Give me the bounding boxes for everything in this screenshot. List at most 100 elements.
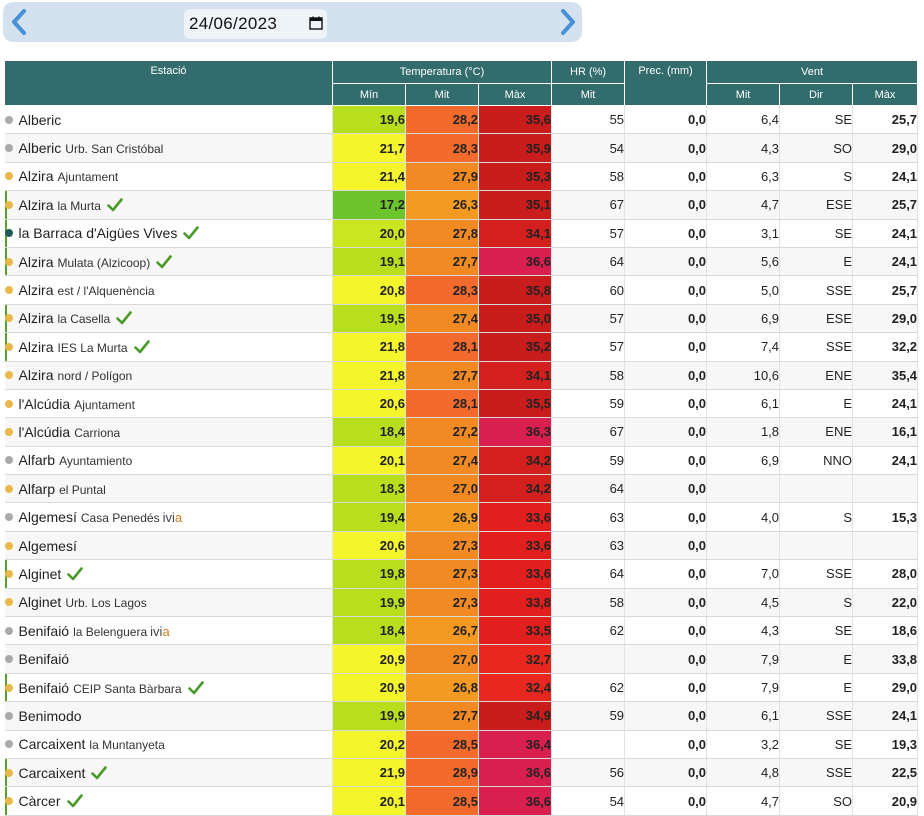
table-row[interactable]: Algemesí Casa Penedés ivia 19,4 26,9 33,6 63 0,…: [4, 502, 919, 532]
station-name[interactable]: Benifaió: [18, 651, 70, 668]
station-cell[interactable]: Alzira IES La Murta: [4, 332, 333, 362]
header-station[interactable]: Estació: [4, 60, 333, 106]
station-cell[interactable]: Alfarp el Puntal: [4, 474, 333, 504]
station-name[interactable]: Alberic: [18, 140, 62, 157]
station-name[interactable]: Alzira: [18, 253, 54, 270]
station-cell[interactable]: la Barraca d'Aigües Vives: [4, 219, 333, 248]
station-cell[interactable]: l'Alcúdia Carriona: [4, 417, 333, 447]
table-row[interactable]: Benifaió la Belenguera ivia 18,4 26,7 33,5 62 0…: [4, 616, 919, 646]
station-cell[interactable]: Alzira la Murta: [4, 190, 333, 220]
station-cell[interactable]: Alzira la Casella: [4, 304, 333, 334]
station-name[interactable]: Alberic: [18, 111, 62, 128]
station-cell[interactable]: Benimodo: [4, 701, 333, 731]
station-cell[interactable]: Alzira nord / Polígon: [4, 361, 333, 390]
table-row[interactable]: Carcaixent la Muntanyeta 20,2 28,5 36,4 0,0 3,…: [4, 730, 919, 759]
table-row[interactable]: Alzira nord / Polígon 21,8 27,7 34,1 58 0,0 10,…: [4, 361, 919, 390]
humidity-cell: 64: [551, 247, 626, 277]
station-cell[interactable]: Algemesí Casa Penedés ivia: [4, 502, 333, 532]
station-name[interactable]: Alfarb: [18, 452, 56, 469]
table-row[interactable]: Alzira Ajuntament 21,4 27,9 35,3 58 0,0 6,3 S 24,…: [4, 162, 919, 192]
station-subname: la Murta: [57, 198, 101, 213]
station-cell[interactable]: Alberic: [4, 105, 333, 135]
station-cell[interactable]: Benifaió la Belenguera ivia: [4, 616, 333, 646]
wind-max-cell: 32,2: [852, 332, 919, 362]
table-row[interactable]: Alzira est / l'Alquenència 20,8 28,3 35,8 60 0…: [4, 275, 919, 305]
station-name[interactable]: Alzira: [18, 367, 54, 384]
table-row[interactable]: Algemesí 20,6 27,3 33,6 63 0,0: [4, 531, 919, 561]
table-row[interactable]: Alzira la Casella 19,5 27,4 35,0 57 0,0 6,9 ESE 2…: [4, 304, 919, 334]
station-name[interactable]: Alzira: [18, 282, 54, 299]
table-row[interactable]: l'Alcúdia Carriona 18,4 27,2 36,3 67 0,0 1,8 ENE…: [4, 417, 919, 447]
station-cell[interactable]: Càrcer: [4, 786, 333, 816]
table-row[interactable]: Càrcer 20,1 28,5 36,6 54 0,0 4,7 SO 20,9: [4, 786, 919, 816]
header-temp-mit[interactable]: Mit: [405, 83, 479, 106]
station-cell[interactable]: Benifaió: [4, 644, 333, 674]
header-temp-max[interactable]: Màx: [477, 83, 553, 106]
table-row[interactable]: l'Alcúdia Ajuntament 20,6 28,1 35,5 59 0,0 6,1 E…: [4, 389, 919, 419]
station-cell[interactable]: Carcaixent la Muntanyeta: [4, 730, 333, 759]
station-name[interactable]: la Barraca d'Aigües Vives: [18, 225, 178, 242]
station-name[interactable]: Alginet: [18, 565, 62, 582]
station-cell[interactable]: Alzira Mulata (Alzicoop): [4, 247, 333, 277]
temp-mit-cell: 28,5: [405, 730, 479, 759]
previous-day-button[interactable]: [5, 5, 33, 39]
station-name[interactable]: Càrcer: [18, 793, 61, 810]
station-cell[interactable]: Alfarb Ayuntamiento: [4, 446, 333, 476]
table-row[interactable]: Alberic Urb. San Cristóbal 21,7 28,3 35,9 54 0…: [4, 133, 919, 163]
table-row[interactable]: Benifaió CEIP Santa Bàrbara 20,9 26,8 32,4 62…: [4, 673, 919, 703]
station-name[interactable]: l'Alcúdia: [18, 423, 71, 440]
header-wind-dir[interactable]: Dir: [779, 83, 854, 106]
station-name[interactable]: Alzira: [18, 196, 54, 213]
wind-mit-cell: 7,4: [706, 332, 781, 362]
station-name[interactable]: Alzira: [18, 168, 54, 185]
header-temperature[interactable]: Temperatura (°C): [331, 60, 553, 84]
station-name[interactable]: Algemesí: [18, 509, 77, 526]
table-row[interactable]: Alfarp el Puntal 18,3 27,0 34,2 64 0,0: [4, 474, 919, 504]
header-wind-mit[interactable]: Mit: [706, 83, 781, 106]
station-name[interactable]: Carcaixent: [18, 764, 86, 781]
table-row[interactable]: Benimodo 19,9 27,7 34,9 59 0,0 6,1 SSE 24,1: [4, 701, 919, 731]
header-wind[interactable]: Vent: [706, 60, 919, 84]
station-cell[interactable]: Alzira est / l'Alquenència: [4, 275, 333, 305]
station-cell[interactable]: Alberic Urb. San Cristóbal: [4, 133, 333, 163]
table-row[interactable]: Alberic 19,6 28,2 35,6 55 0,0 6,4 SE 25,7: [4, 105, 919, 135]
header-temp-min[interactable]: Mín: [332, 83, 406, 106]
station-cell[interactable]: Algemesí: [4, 531, 333, 561]
station-name[interactable]: Alzira: [18, 338, 54, 355]
station-name[interactable]: Carcaixent: [18, 736, 86, 753]
station-name[interactable]: Benifaió: [18, 679, 70, 696]
station-name[interactable]: Benifaió: [18, 622, 70, 639]
station-cell[interactable]: Alzira Ajuntament: [4, 162, 333, 192]
station-name[interactable]: l'Alcúdia: [18, 395, 71, 412]
station-cell[interactable]: Carcaixent: [4, 758, 333, 788]
table-row[interactable]: Alzira la Murta 17,2 26,3 35,1 67 0,0 4,7 ESE 25,…: [4, 190, 919, 220]
table-row[interactable]: Alzira Mulata (Alzicoop) 19,1 27,7 36,6 64 0,0…: [4, 247, 919, 277]
header-hr-mit[interactable]: Mit: [551, 83, 626, 106]
header-wind-max[interactable]: Màx: [852, 83, 919, 106]
station-subname: Ayuntamiento: [59, 454, 133, 469]
next-day-button[interactable]: [554, 5, 582, 39]
station-name[interactable]: Alfarp: [18, 480, 56, 497]
station-name[interactable]: Alzira: [18, 310, 54, 327]
table-row[interactable]: Alzira IES La Murta 21,8 28,1 35,2 57 0,0 7,4 SS…: [4, 332, 919, 362]
table-row[interactable]: Carcaixent 21,9 28,9 36,6 56 0,0 4,8 SSE 22,5: [4, 758, 919, 788]
station-name[interactable]: Benimodo: [18, 707, 82, 724]
station-subname: nord / Polígon: [57, 369, 133, 384]
station-cell[interactable]: l'Alcúdia Ajuntament: [4, 389, 333, 419]
header-precipitation[interactable]: Prec. (mm): [624, 60, 708, 106]
table-row[interactable]: Alginet 19,8 27,3 33,6 64 0,0 7,0 SSE 28,0: [4, 559, 919, 589]
table-row[interactable]: Benifaió 20,9 27,0 32,7 0,0 7,9 E 33,8: [4, 644, 919, 674]
station-cell[interactable]: Alginet: [4, 559, 333, 589]
station-name[interactable]: Algemesí: [18, 537, 77, 554]
table-row[interactable]: Alfarb Ayuntamiento 20,1 27,4 34,2 59 0,0 6,9 NN…: [4, 446, 919, 476]
table-row[interactable]: Alginet Urb. Los Lagos 19,9 27,3 33,8 58 0,0 4,…: [4, 588, 919, 618]
station-cell[interactable]: Alginet Urb. Los Lagos: [4, 588, 333, 618]
humidity-cell: 55: [551, 105, 626, 135]
calendar-icon[interactable]: [309, 16, 323, 30]
table-row[interactable]: la Barraca d'Aigües Vives 20,0 27,8 34,1 57 0…: [4, 219, 919, 248]
station-name[interactable]: Alginet: [18, 594, 62, 611]
temp-min-cell: 20,1: [332, 446, 406, 476]
date-input[interactable]: 24/06/2023: [184, 9, 327, 39]
station-cell[interactable]: Benifaió CEIP Santa Bàrbara: [4, 673, 333, 703]
header-humidity[interactable]: HR (%): [551, 60, 626, 84]
